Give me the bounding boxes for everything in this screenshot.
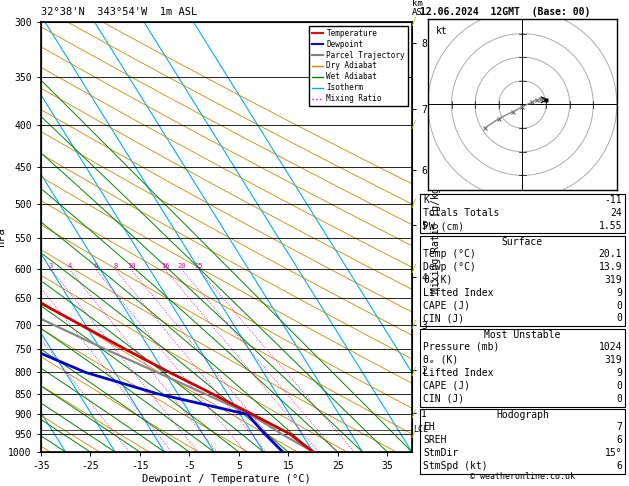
Text: /: / — [411, 429, 417, 439]
Text: 1.55: 1.55 — [599, 221, 622, 231]
Text: Lifted Index: Lifted Index — [423, 368, 494, 378]
Text: /: / — [411, 17, 417, 27]
Text: Pressure (mb): Pressure (mb) — [423, 342, 499, 352]
Text: -11: -11 — [604, 195, 622, 206]
Text: /: / — [411, 264, 417, 275]
Text: 9: 9 — [616, 368, 622, 378]
Text: /: / — [411, 409, 417, 419]
Text: Lifted Index: Lifted Index — [423, 288, 494, 297]
Text: kt: kt — [435, 26, 447, 36]
Text: 20.1: 20.1 — [599, 249, 622, 259]
Text: θₑ(K): θₑ(K) — [423, 275, 453, 285]
Text: Dewp (°C): Dewp (°C) — [423, 261, 476, 272]
Text: 32°38'N  343°54'W  1m ASL: 32°38'N 343°54'W 1m ASL — [41, 7, 197, 17]
Text: 16: 16 — [161, 263, 169, 270]
Text: K: K — [423, 195, 429, 206]
Text: LCL: LCL — [413, 425, 428, 434]
Text: CAPE (J): CAPE (J) — [423, 300, 470, 311]
Text: 3: 3 — [49, 263, 53, 270]
Text: km
ASL: km ASL — [412, 0, 428, 17]
Legend: Temperature, Dewpoint, Parcel Trajectory, Dry Adiabat, Wet Adiabat, Isotherm, Mi: Temperature, Dewpoint, Parcel Trajectory… — [309, 26, 408, 106]
Text: 24: 24 — [610, 208, 622, 218]
Text: /: / — [411, 320, 417, 330]
Text: 6: 6 — [616, 461, 622, 471]
Text: Temp (°C): Temp (°C) — [423, 249, 476, 259]
Text: 0: 0 — [616, 381, 622, 391]
Text: 7: 7 — [616, 422, 622, 432]
Text: CIN (J): CIN (J) — [423, 394, 464, 404]
Text: 4: 4 — [67, 263, 72, 270]
Text: PW (cm): PW (cm) — [423, 221, 464, 231]
Text: Surface: Surface — [502, 237, 543, 247]
Text: /: / — [411, 120, 417, 130]
Text: 319: 319 — [604, 355, 622, 365]
Text: /: / — [411, 199, 417, 209]
Text: 6: 6 — [94, 263, 98, 270]
Text: 0: 0 — [616, 394, 622, 404]
Text: StmSpd (kt): StmSpd (kt) — [423, 461, 488, 471]
X-axis label: Dewpoint / Temperature (°C): Dewpoint / Temperature (°C) — [142, 474, 311, 484]
Text: Most Unstable: Most Unstable — [484, 330, 560, 340]
Text: 9: 9 — [616, 288, 622, 297]
Text: CIN (J): CIN (J) — [423, 313, 464, 324]
Text: 8: 8 — [113, 263, 118, 270]
Text: /: / — [411, 367, 417, 377]
Text: 12.06.2024  12GMT  (Base: 00): 12.06.2024 12GMT (Base: 00) — [420, 7, 591, 17]
Text: © weatheronline.co.uk: © weatheronline.co.uk — [470, 472, 575, 481]
Text: 10: 10 — [127, 263, 135, 270]
Y-axis label: Mixing Ratio (g/kg): Mixing Ratio (g/kg) — [431, 181, 441, 293]
Text: 1024: 1024 — [599, 342, 622, 352]
Text: Hodograph: Hodograph — [496, 410, 549, 420]
Text: CAPE (J): CAPE (J) — [423, 381, 470, 391]
Text: EH: EH — [423, 422, 435, 432]
Text: 13.9: 13.9 — [599, 261, 622, 272]
Text: 0: 0 — [616, 300, 622, 311]
Text: SREH: SREH — [423, 435, 447, 445]
Text: θₑ (K): θₑ (K) — [423, 355, 459, 365]
Text: StmDir: StmDir — [423, 448, 459, 458]
Text: 319: 319 — [604, 275, 622, 285]
Text: 6: 6 — [616, 435, 622, 445]
Text: 20: 20 — [177, 263, 186, 270]
Text: 25: 25 — [194, 263, 203, 270]
Text: Totals Totals: Totals Totals — [423, 208, 499, 218]
Text: 15°: 15° — [604, 448, 622, 458]
Y-axis label: hPa: hPa — [0, 227, 6, 246]
Text: 0: 0 — [616, 313, 622, 324]
